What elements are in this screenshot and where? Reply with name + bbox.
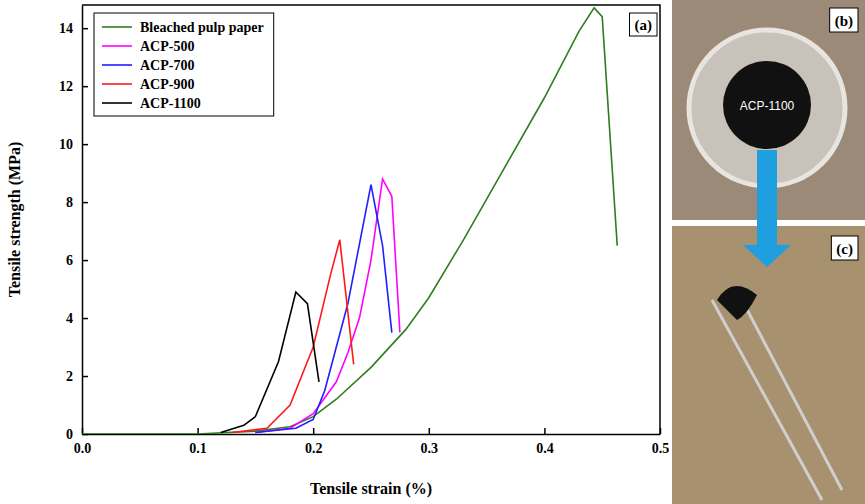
series-line — [221, 292, 319, 433]
x-tick-label: 0.4 — [536, 441, 554, 456]
panel-letter-text: (c) — [836, 241, 853, 258]
legend-swatch — [102, 26, 132, 28]
series-line — [232, 240, 353, 433]
y-tick: 8 — [66, 195, 88, 210]
x-tick: 0.2 — [305, 428, 323, 456]
legend-label: ACP-700 — [140, 58, 194, 73]
y-tick: 0 — [66, 427, 88, 442]
y-tick: 2 — [66, 369, 88, 384]
y-tick-mark — [82, 202, 88, 204]
y-tick-mark — [82, 260, 88, 262]
x-tick-mark — [544, 428, 546, 434]
x-tick: 0.5 — [652, 428, 670, 456]
sample-disc — [723, 61, 811, 149]
y-tick-label: 8 — [66, 195, 73, 210]
y-tick-label: 6 — [66, 253, 73, 268]
y-tick-label: 10 — [59, 137, 73, 152]
x-tick: 0.3 — [421, 428, 439, 456]
x-tick-mark — [313, 428, 315, 434]
legend-label: ACP-500 — [140, 39, 194, 54]
y-tick-mark — [82, 318, 88, 320]
y-tick: 12 — [59, 79, 88, 94]
sample-label: ACP-1100 — [740, 99, 795, 113]
y-tick-mark — [82, 144, 88, 146]
panel-letter-text: (a) — [635, 17, 653, 34]
x-tick-mark — [429, 428, 431, 434]
panel-letter: (a) — [630, 13, 658, 36]
panel-letter-box — [830, 8, 858, 32]
panel-letter-text: (b) — [835, 13, 853, 30]
x-tick-label: 0.3 — [421, 441, 439, 456]
figure: 0.0 0.1 0.2 0.3 0.4 0.5 0 2 4 6 8 10 12 14 Tensile str… — [0, 0, 865, 504]
x-tick: 0.4 — [536, 428, 554, 456]
x-tick-label: 0.5 — [652, 441, 670, 456]
x-axis-title: Tensile strain (%) — [310, 480, 432, 498]
panel-letter-box — [831, 236, 858, 260]
y-tick-label: 0 — [66, 427, 73, 442]
x-tick-mark — [197, 428, 199, 434]
y-tick-mark — [82, 86, 88, 88]
x-tick-mark — [660, 428, 662, 434]
tweezer — [712, 300, 822, 500]
y-tick-mark — [82, 376, 88, 378]
x-tick-label: 0.2 — [305, 441, 323, 456]
panel-letter-box — [630, 13, 658, 36]
legend-swatch — [102, 83, 132, 85]
legend-label: Bleached pulp paper — [140, 20, 264, 35]
x-tick: 0.1 — [189, 428, 207, 456]
plot-frame — [82, 5, 660, 434]
y-tick-label: 12 — [59, 79, 73, 94]
y-axis-line — [82, 6, 84, 435]
legend-swatch — [102, 64, 132, 66]
y-tick: 10 — [59, 137, 88, 152]
series-line — [255, 179, 400, 433]
photo-background — [672, 226, 865, 504]
series-line — [255, 185, 391, 433]
y-tick-label: 14 — [59, 21, 73, 36]
legend-swatch — [102, 102, 132, 104]
legend-box — [94, 13, 274, 116]
legend: Bleached pulp paper ACP-500 ACP-700 ACP-900… — [94, 13, 274, 116]
tweezer — [742, 300, 842, 490]
y-axis: 0 2 4 6 8 10 12 14 — [59, 6, 88, 442]
y-tick: 6 — [66, 253, 88, 268]
arrow — [743, 150, 791, 267]
x-tick-label: 0.1 — [189, 441, 207, 456]
legend-swatch — [102, 45, 132, 47]
y-tick-mark — [82, 28, 88, 30]
y-tick: 4 — [66, 311, 88, 326]
y-tick: 14 — [59, 21, 88, 36]
photo-c: (c) — [672, 150, 865, 504]
y-axis-title: Tensile strength (MPa) — [6, 142, 24, 298]
y-tick-label: 4 — [66, 311, 73, 326]
legend-label: ACP-900 — [140, 77, 194, 92]
x-axis: 0.0 0.1 0.2 0.3 0.4 0.5 — [74, 428, 670, 456]
x-tick-label: 0.0 — [74, 441, 92, 456]
lines — [82, 8, 617, 434]
legend-label: ACP-1100 — [140, 96, 201, 111]
y-tick-label: 2 — [66, 369, 73, 384]
bent-sample — [717, 286, 757, 320]
series-line — [82, 8, 617, 434]
